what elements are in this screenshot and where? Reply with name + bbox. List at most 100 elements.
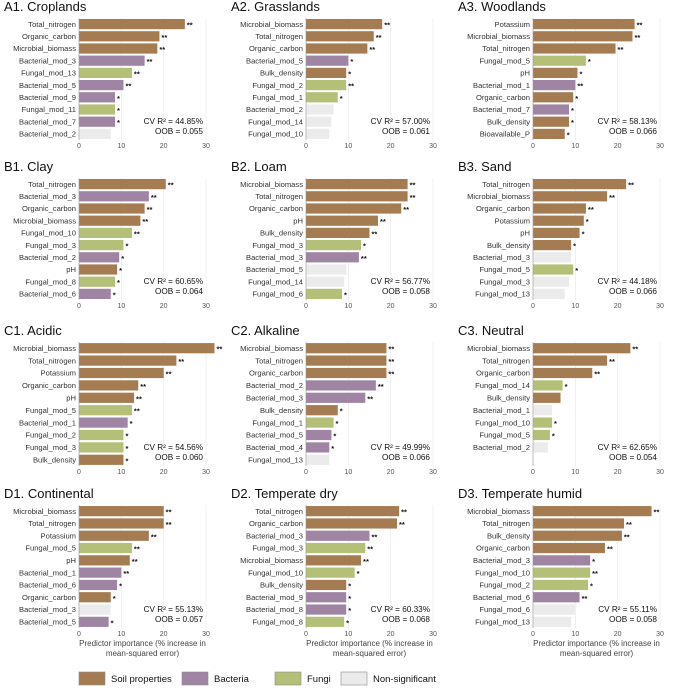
- bar: [533, 215, 584, 226]
- category-label: Potassium: [41, 531, 76, 540]
- category-label: Fungal_mod_8: [25, 277, 76, 286]
- bar: [79, 367, 164, 379]
- category-label: Fungal_mod_10: [475, 418, 530, 427]
- panel-title: B2. Loam: [231, 159, 287, 174]
- significance-label: **: [388, 370, 394, 379]
- category-label: Microbial_biomass: [467, 344, 530, 353]
- x-tick-label: 20: [614, 469, 622, 476]
- bar: [306, 240, 362, 251]
- x-tick-label: 0: [304, 303, 308, 310]
- category-label: Fungal_mod_3: [479, 277, 530, 286]
- significance-label: **: [401, 508, 407, 517]
- bar: [79, 179, 166, 190]
- significance-label: *: [119, 266, 122, 275]
- bar: [533, 203, 586, 214]
- category-label: Bacterial_mod_3: [473, 556, 530, 565]
- x-axis-title: Predictor importance (% increase in: [79, 639, 206, 648]
- category-label: Organic_carbon: [249, 369, 303, 378]
- bar: [533, 80, 576, 91]
- category-label: Potassium: [495, 216, 530, 225]
- bar: [306, 555, 362, 566]
- oob-label: OOB = 0.054: [609, 453, 657, 462]
- bar: [79, 104, 115, 115]
- category-label: Bulk_density: [487, 117, 530, 126]
- significance-label: **: [132, 557, 138, 566]
- significance-label: **: [348, 82, 354, 91]
- x-tick-label: 0: [77, 469, 81, 476]
- x-tick-label: 30: [202, 143, 210, 150]
- oob-label: OOB = 0.055: [155, 127, 203, 136]
- bar: [533, 128, 565, 139]
- bar: [306, 592, 347, 603]
- significance-label: *: [586, 217, 589, 226]
- significance-label: **: [125, 82, 131, 91]
- significance-label: *: [125, 242, 128, 251]
- category-label: Fungal_mod_14: [475, 381, 530, 390]
- bar: [79, 604, 111, 615]
- bar: [79, 31, 160, 42]
- significance-label: *: [336, 419, 339, 428]
- x-tick-label: 20: [160, 631, 168, 638]
- bar: [79, 92, 115, 103]
- significance-label: *: [588, 57, 591, 66]
- significance-label: *: [121, 254, 124, 263]
- x-tick-label: 10: [117, 631, 125, 638]
- category-label: Fungal_mod_6: [252, 290, 303, 299]
- cv-r2-label: CV R² = 60.65%: [144, 277, 203, 286]
- bar: [79, 392, 135, 403]
- x-tick-label: 20: [387, 143, 395, 150]
- bar: [79, 128, 111, 139]
- bar: [533, 276, 569, 287]
- bar: [79, 417, 128, 428]
- bar: [79, 116, 115, 127]
- category-label: Bacterial_mod_2: [246, 105, 303, 114]
- bar: [533, 429, 550, 441]
- category-label: Bacterial_mod_3: [19, 192, 76, 201]
- category-label: Microbial_biomass: [240, 180, 303, 189]
- bar: [533, 116, 569, 127]
- bar: [79, 288, 111, 299]
- significance-label: *: [350, 57, 353, 66]
- category-label: Bacterial_mod_1: [19, 418, 76, 427]
- panel-title: B1. Clay: [4, 159, 54, 174]
- significance-label: **: [626, 520, 632, 529]
- significance-label: *: [348, 606, 351, 615]
- category-label: Total_nitrogen: [28, 519, 76, 528]
- category-label: Bacterial_mod_5: [19, 618, 76, 627]
- category-label: Organic_carbon: [476, 204, 530, 213]
- panel-title: B3. Sand: [458, 159, 512, 174]
- category-label: Microbial_biomass: [13, 344, 76, 353]
- significance-label: *: [348, 594, 351, 603]
- x-tick-label: 10: [117, 469, 125, 476]
- x-tick-label: 20: [387, 631, 395, 638]
- bar: [79, 252, 120, 263]
- significance-label: *: [125, 456, 128, 465]
- bar: [306, 215, 378, 226]
- category-label: Bacterial_mod_3: [246, 393, 303, 402]
- significance-label: *: [333, 432, 336, 441]
- significance-label: **: [367, 545, 373, 554]
- significance-label: **: [140, 382, 146, 391]
- significance-label: *: [554, 419, 557, 428]
- category-label: Bacterial_mod_1: [19, 568, 76, 577]
- significance-label: **: [588, 205, 594, 214]
- category-label: Total_nitrogen: [255, 507, 303, 516]
- category-label: Bacterial_mod_5: [246, 56, 303, 65]
- significance-label: **: [134, 545, 140, 554]
- bar: [533, 264, 574, 275]
- bar: [79, 429, 124, 441]
- category-label: Bulk_density: [260, 581, 303, 590]
- x-tick-label: 10: [344, 631, 352, 638]
- category-label: Fungal_mod_1: [252, 418, 303, 427]
- bar: [79, 405, 132, 416]
- significance-label: **: [388, 357, 394, 366]
- bar: [306, 530, 370, 541]
- category-label: Potassium: [41, 369, 76, 378]
- bar: [306, 264, 347, 275]
- bar: [533, 405, 553, 416]
- bar: [533, 604, 576, 615]
- bar: [533, 67, 578, 78]
